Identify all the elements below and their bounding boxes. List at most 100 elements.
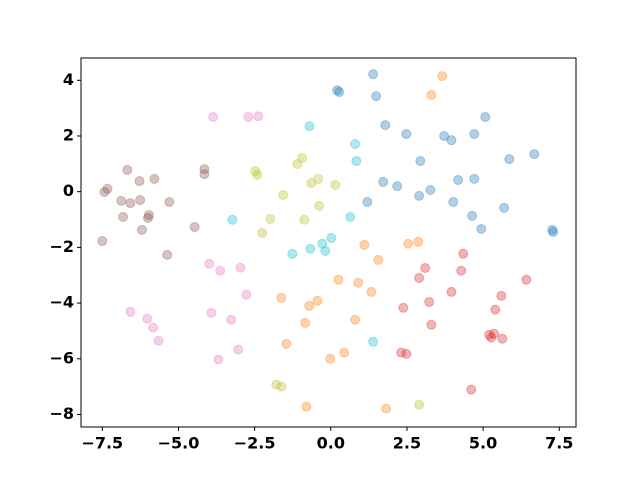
point: [325, 353, 336, 364]
x-tick-label: 5.0: [469, 434, 497, 453]
point: [125, 198, 136, 209]
point: [380, 120, 391, 131]
point: [208, 112, 219, 123]
point: [420, 262, 431, 273]
point: [351, 156, 362, 167]
point: [320, 245, 331, 256]
point: [415, 156, 426, 167]
x-tick-label: −2.5: [234, 434, 276, 453]
point: [414, 273, 425, 284]
point: [243, 112, 254, 123]
point: [199, 164, 210, 175]
point: [206, 307, 217, 318]
point: [339, 347, 350, 358]
point: [496, 290, 507, 301]
point: [497, 333, 508, 344]
point: [281, 338, 292, 349]
point: [373, 254, 384, 265]
point: [368, 336, 379, 347]
point: [235, 262, 246, 273]
point: [548, 227, 559, 238]
point: [301, 401, 312, 412]
point: [345, 212, 356, 223]
point: [368, 69, 379, 80]
point: [381, 403, 392, 414]
point: [304, 121, 315, 132]
point: [414, 399, 425, 410]
point: [213, 354, 224, 365]
x-tick-label: −7.5: [81, 434, 123, 453]
point: [142, 313, 153, 324]
point: [467, 210, 478, 221]
point: [466, 384, 477, 395]
point: [118, 212, 129, 223]
point: [371, 91, 382, 102]
point: [458, 248, 469, 259]
point: [362, 196, 373, 207]
point: [426, 319, 437, 330]
point: [300, 317, 311, 328]
point: [265, 213, 276, 224]
point: [333, 274, 344, 285]
point: [414, 190, 425, 201]
point: [276, 292, 287, 303]
point: [292, 159, 303, 170]
point: [366, 286, 377, 297]
point: [149, 173, 160, 184]
point: [153, 335, 164, 346]
point: [276, 381, 287, 392]
point: [547, 224, 558, 235]
point: [504, 154, 515, 165]
y-tick-label: −4: [49, 293, 74, 312]
x-tick-label: 7.5: [545, 434, 573, 453]
point: [489, 328, 500, 339]
y-tick-label: 4: [63, 70, 74, 89]
point: [312, 295, 323, 306]
point: [446, 135, 457, 146]
point: [437, 71, 448, 82]
point: [469, 173, 480, 184]
point: [448, 196, 459, 207]
point: [252, 169, 263, 180]
point: [148, 322, 159, 333]
point: [122, 164, 133, 175]
point: [446, 286, 457, 297]
point: [241, 289, 252, 300]
point: [97, 235, 108, 246]
point: [350, 139, 361, 150]
point: [350, 314, 361, 325]
point: [480, 112, 491, 123]
point: [425, 185, 436, 196]
point: [490, 304, 501, 315]
point: [253, 111, 264, 122]
point: [403, 238, 414, 249]
y-tick-label: 0: [63, 181, 74, 200]
y-tick-label: −6: [49, 348, 74, 367]
x-tick-label: −5.0: [158, 434, 200, 453]
point: [378, 176, 389, 187]
point: [353, 277, 364, 288]
point: [227, 214, 238, 225]
point: [226, 314, 237, 325]
point: [330, 179, 341, 190]
point: [135, 195, 146, 206]
point: [476, 223, 487, 234]
point: [215, 265, 226, 276]
point: [189, 222, 200, 233]
point: [233, 344, 244, 355]
point: [334, 86, 345, 97]
point: [164, 196, 175, 207]
point: [204, 258, 215, 269]
point: [199, 169, 210, 180]
point: [413, 236, 424, 247]
point: [456, 265, 467, 276]
point: [314, 200, 325, 211]
point: [499, 202, 510, 213]
plot-frame: [80, 57, 577, 428]
point: [486, 332, 497, 343]
point: [439, 130, 450, 141]
point: [398, 302, 409, 313]
point: [469, 129, 480, 140]
